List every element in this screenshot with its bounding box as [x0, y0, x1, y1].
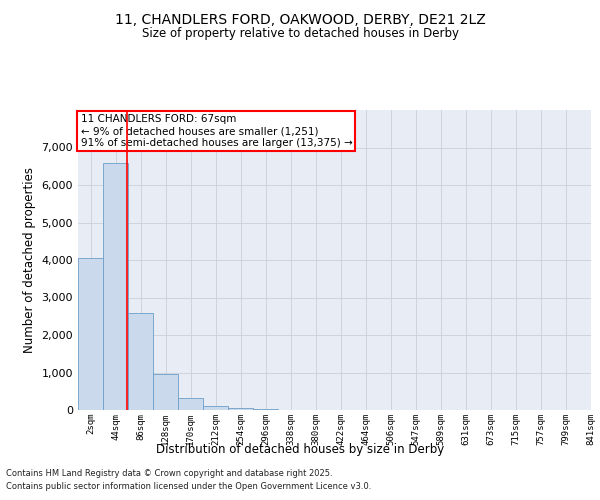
Text: 11, CHANDLERS FORD, OAKWOOD, DERBY, DE21 2LZ: 11, CHANDLERS FORD, OAKWOOD, DERBY, DE21…	[115, 12, 485, 26]
Bar	[103, 162, 128, 410]
Text: Distribution of detached houses by size in Derby: Distribution of detached houses by size …	[156, 442, 444, 456]
Bar	[153, 374, 178, 410]
Bar	[228, 408, 253, 410]
Text: Contains HM Land Registry data © Crown copyright and database right 2025.: Contains HM Land Registry data © Crown c…	[6, 468, 332, 477]
Text: Size of property relative to detached houses in Derby: Size of property relative to detached ho…	[142, 28, 458, 40]
Bar	[128, 312, 153, 410]
Bar	[78, 258, 103, 410]
Text: 11 CHANDLERS FORD: 67sqm
← 9% of detached houses are smaller (1,251)
91% of semi: 11 CHANDLERS FORD: 67sqm ← 9% of detache…	[80, 114, 352, 148]
Bar	[203, 406, 228, 410]
Bar	[253, 409, 278, 410]
Text: Contains public sector information licensed under the Open Government Licence v3: Contains public sector information licen…	[6, 482, 371, 491]
Y-axis label: Number of detached properties: Number of detached properties	[23, 167, 36, 353]
Bar	[178, 398, 203, 410]
